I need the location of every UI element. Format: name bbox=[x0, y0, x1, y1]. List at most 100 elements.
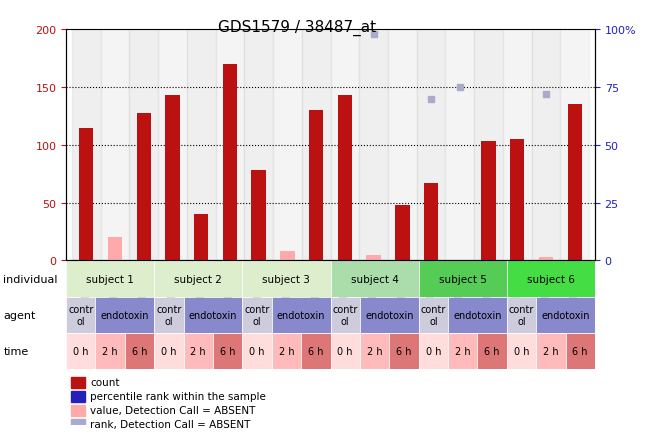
Bar bbox=[359, 30, 388, 261]
FancyBboxPatch shape bbox=[418, 333, 448, 369]
Text: GDS1579 / 38487_at: GDS1579 / 38487_at bbox=[218, 20, 377, 36]
Text: 0 h: 0 h bbox=[161, 346, 176, 356]
Text: 2 h: 2 h bbox=[279, 346, 294, 356]
Bar bbox=[165, 96, 180, 261]
Text: 6 h: 6 h bbox=[396, 346, 412, 356]
Bar bbox=[446, 30, 474, 261]
Text: contr
ol: contr ol bbox=[509, 304, 534, 326]
Text: subject 3: subject 3 bbox=[262, 274, 311, 284]
Text: endotoxin: endotoxin bbox=[365, 310, 414, 320]
Text: contr
ol: contr ol bbox=[332, 304, 358, 326]
Bar bbox=[71, 391, 85, 402]
FancyBboxPatch shape bbox=[66, 333, 95, 369]
Text: subject 4: subject 4 bbox=[350, 274, 399, 284]
FancyBboxPatch shape bbox=[125, 333, 154, 369]
FancyBboxPatch shape bbox=[360, 333, 389, 369]
Text: 6 h: 6 h bbox=[308, 346, 324, 356]
Text: 6 h: 6 h bbox=[572, 346, 588, 356]
Point bbox=[455, 85, 465, 92]
Point bbox=[368, 32, 379, 39]
Text: subject 1: subject 1 bbox=[86, 274, 134, 284]
Bar bbox=[280, 252, 295, 261]
Bar bbox=[388, 30, 416, 261]
Bar bbox=[561, 30, 589, 261]
Bar bbox=[302, 30, 330, 261]
FancyBboxPatch shape bbox=[95, 297, 154, 333]
Bar bbox=[137, 113, 151, 261]
Bar bbox=[100, 30, 130, 261]
Point bbox=[541, 92, 551, 99]
Bar bbox=[481, 142, 496, 261]
Text: subject 6: subject 6 bbox=[527, 274, 575, 284]
Text: percentile rank within the sample: percentile rank within the sample bbox=[90, 391, 266, 401]
FancyBboxPatch shape bbox=[418, 297, 448, 333]
Text: value, Detection Call = ABSENT: value, Detection Call = ABSENT bbox=[90, 405, 255, 415]
Bar bbox=[424, 184, 438, 261]
FancyBboxPatch shape bbox=[330, 333, 360, 369]
FancyBboxPatch shape bbox=[330, 261, 418, 297]
FancyBboxPatch shape bbox=[154, 261, 243, 297]
Text: 0 h: 0 h bbox=[73, 346, 89, 356]
Text: subject 5: subject 5 bbox=[439, 274, 486, 284]
FancyBboxPatch shape bbox=[536, 333, 566, 369]
Point bbox=[426, 96, 436, 103]
Bar bbox=[395, 205, 410, 261]
Text: rank, Detection Call = ABSENT: rank, Detection Call = ABSENT bbox=[90, 419, 251, 429]
Bar bbox=[215, 30, 245, 261]
Bar bbox=[71, 419, 85, 430]
Bar bbox=[194, 215, 208, 261]
FancyBboxPatch shape bbox=[184, 333, 213, 369]
FancyBboxPatch shape bbox=[272, 333, 301, 369]
FancyBboxPatch shape bbox=[154, 297, 184, 333]
Text: 6 h: 6 h bbox=[220, 346, 235, 356]
Text: endotoxin: endotoxin bbox=[100, 310, 149, 320]
Bar bbox=[330, 30, 359, 261]
Bar bbox=[531, 30, 561, 261]
FancyBboxPatch shape bbox=[418, 261, 507, 297]
Bar bbox=[510, 140, 524, 261]
Bar bbox=[72, 30, 100, 261]
Bar bbox=[416, 30, 446, 261]
Bar bbox=[130, 30, 158, 261]
FancyBboxPatch shape bbox=[66, 297, 95, 333]
Bar bbox=[108, 238, 122, 261]
FancyBboxPatch shape bbox=[184, 297, 243, 333]
Text: endotoxin: endotoxin bbox=[453, 310, 502, 320]
Bar bbox=[187, 30, 215, 261]
Bar bbox=[568, 105, 582, 261]
FancyBboxPatch shape bbox=[330, 297, 360, 333]
Bar bbox=[273, 30, 302, 261]
Text: 0 h: 0 h bbox=[337, 346, 353, 356]
Text: individual: individual bbox=[3, 274, 58, 284]
Bar bbox=[251, 171, 266, 261]
Bar bbox=[366, 255, 381, 261]
FancyBboxPatch shape bbox=[243, 261, 330, 297]
Text: 6 h: 6 h bbox=[485, 346, 500, 356]
Bar bbox=[503, 30, 531, 261]
Text: 0 h: 0 h bbox=[249, 346, 265, 356]
Bar bbox=[223, 65, 237, 261]
FancyBboxPatch shape bbox=[507, 333, 536, 369]
FancyBboxPatch shape bbox=[213, 333, 243, 369]
Text: endotoxin: endotoxin bbox=[189, 310, 237, 320]
Text: count: count bbox=[90, 377, 120, 387]
Bar bbox=[79, 128, 93, 261]
Bar bbox=[71, 404, 85, 416]
FancyBboxPatch shape bbox=[448, 297, 507, 333]
Text: 2 h: 2 h bbox=[455, 346, 471, 356]
Text: 2 h: 2 h bbox=[102, 346, 118, 356]
Text: endotoxin: endotoxin bbox=[541, 310, 590, 320]
FancyBboxPatch shape bbox=[536, 297, 595, 333]
Text: subject 2: subject 2 bbox=[175, 274, 222, 284]
FancyBboxPatch shape bbox=[448, 333, 477, 369]
FancyBboxPatch shape bbox=[301, 333, 330, 369]
Bar bbox=[71, 377, 85, 388]
Text: 2 h: 2 h bbox=[367, 346, 382, 356]
Bar bbox=[539, 257, 553, 261]
Text: 0 h: 0 h bbox=[514, 346, 529, 356]
Bar bbox=[309, 111, 323, 261]
Bar bbox=[245, 30, 273, 261]
FancyBboxPatch shape bbox=[243, 333, 272, 369]
Bar bbox=[474, 30, 503, 261]
FancyBboxPatch shape bbox=[243, 297, 272, 333]
